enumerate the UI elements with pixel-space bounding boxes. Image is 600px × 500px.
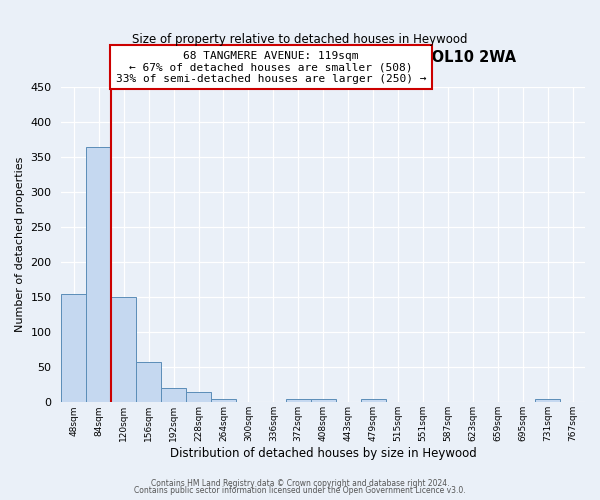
Bar xyxy=(86,146,111,402)
Bar xyxy=(535,400,560,402)
Title: 68, TANGMERE AVENUE, HEYWOOD, OL10 2WA: 68, TANGMERE AVENUE, HEYWOOD, OL10 2WA xyxy=(131,50,516,65)
Bar xyxy=(136,362,161,403)
Text: Size of property relative to detached houses in Heywood: Size of property relative to detached ho… xyxy=(132,32,468,46)
Bar xyxy=(361,400,386,402)
Text: Contains HM Land Registry data © Crown copyright and database right 2024.: Contains HM Land Registry data © Crown c… xyxy=(151,478,449,488)
Bar xyxy=(311,399,335,402)
Text: Contains public sector information licensed under the Open Government Licence v3: Contains public sector information licen… xyxy=(134,486,466,495)
Bar xyxy=(161,388,186,402)
Bar xyxy=(286,399,311,402)
Bar xyxy=(111,297,136,403)
Bar xyxy=(211,399,236,402)
X-axis label: Distribution of detached houses by size in Heywood: Distribution of detached houses by size … xyxy=(170,447,476,460)
Text: 68 TANGMERE AVENUE: 119sqm
← 67% of detached houses are smaller (508)
33% of sem: 68 TANGMERE AVENUE: 119sqm ← 67% of deta… xyxy=(116,50,426,84)
Bar xyxy=(186,392,211,402)
Bar xyxy=(61,294,86,403)
Y-axis label: Number of detached properties: Number of detached properties xyxy=(15,157,25,332)
